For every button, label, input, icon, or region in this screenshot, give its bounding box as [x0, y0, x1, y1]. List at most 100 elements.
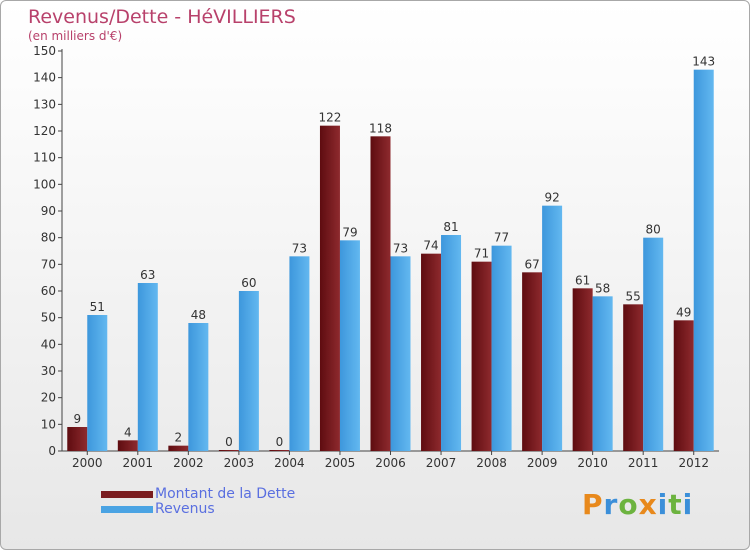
x-tick-label: 2002: [173, 456, 204, 470]
bar-dette: [269, 450, 290, 451]
data-label-dette: 118: [369, 121, 392, 135]
bar-dette: [218, 450, 239, 451]
data-label-revenus: 60: [241, 276, 256, 290]
chart-legend: Montant de la Dette Revenus: [101, 487, 295, 517]
bar-revenus: [339, 240, 360, 451]
y-tick-label: 30: [41, 364, 56, 378]
bar-dette: [623, 304, 644, 451]
bar-revenus: [289, 256, 310, 451]
legend-swatch-dette: [101, 490, 153, 498]
data-label-dette: 67: [524, 257, 539, 271]
bar-revenus: [441, 235, 462, 451]
bar-revenus: [592, 296, 613, 451]
x-tick-label: 2001: [123, 456, 154, 470]
logo-letter: x: [638, 488, 658, 521]
data-label-revenus: 81: [443, 220, 458, 234]
data-label-dette: 122: [319, 111, 342, 125]
data-label-dette: 55: [626, 289, 641, 303]
bar-dette: [522, 272, 543, 451]
data-label-revenus: 80: [646, 223, 661, 237]
bar-revenus: [643, 237, 664, 451]
bar-dette: [117, 440, 138, 451]
bar-revenus: [491, 245, 512, 451]
y-tick-label: 40: [41, 337, 56, 351]
data-label-revenus: 79: [342, 225, 357, 239]
logo-letter: i: [682, 488, 694, 521]
x-tick-label: 2009: [527, 456, 558, 470]
x-tick-label: 2008: [476, 456, 507, 470]
y-tick-label: 70: [41, 257, 56, 271]
data-label-dette: 49: [676, 305, 691, 319]
data-label-revenus: 58: [595, 281, 610, 295]
legend-item-dette: Montant de la Dette: [101, 487, 295, 502]
x-tick-label: 2007: [426, 456, 457, 470]
bar-dette: [67, 427, 88, 451]
data-label-revenus: 63: [140, 268, 155, 282]
y-tick-label: 140: [33, 71, 56, 85]
bar-revenus: [542, 205, 563, 451]
data-label-revenus: 48: [191, 308, 206, 322]
bar-dette: [370, 136, 391, 452]
y-tick-label: 100: [33, 177, 56, 191]
y-tick-label: 60: [41, 284, 56, 298]
y-tick-label: 0: [48, 444, 56, 458]
x-tick-label: 2000: [72, 456, 103, 470]
data-label-revenus: 77: [494, 231, 509, 245]
data-label-dette: 61: [575, 273, 590, 287]
logo-letter: i: [657, 488, 669, 521]
logo-letter: r: [603, 488, 619, 521]
data-label-dette: 4: [124, 425, 132, 439]
data-label-revenus: 73: [292, 241, 307, 255]
data-label-revenus: 73: [393, 241, 408, 255]
bar-dette: [471, 261, 492, 451]
logo-letter: t: [668, 488, 683, 521]
chart-title: Revenus/Dette - HéVILLIERS: [28, 6, 296, 28]
x-tick-label: 2012: [678, 456, 709, 470]
y-tick-label: 120: [33, 124, 56, 138]
y-tick-label: 80: [41, 231, 56, 245]
y-tick-label: 10: [41, 417, 56, 431]
bar-revenus: [238, 291, 259, 451]
legend-label-dette: Montant de la Dette: [155, 486, 296, 502]
bar-dette: [319, 125, 340, 452]
legend-swatch-revenus: [101, 505, 153, 513]
data-label-dette: 74: [423, 239, 438, 253]
x-tick-label: 2011: [628, 456, 659, 470]
bar-dette: [572, 288, 593, 451]
data-label-dette: 9: [73, 412, 81, 426]
bar-revenus: [390, 256, 411, 451]
data-label-revenus: 51: [90, 300, 105, 314]
y-tick-label: 90: [41, 204, 56, 218]
bar-revenus: [87, 315, 108, 451]
bar-revenus: [137, 283, 158, 451]
x-tick-label: 2010: [577, 456, 608, 470]
y-tick-label: 150: [33, 44, 56, 58]
data-label-dette: 71: [474, 247, 489, 261]
bar-dette: [168, 445, 189, 451]
data-label-dette: 2: [175, 431, 183, 445]
bar-dette: [421, 253, 442, 451]
x-tick-label: 2004: [274, 456, 305, 470]
x-tick-label: 2006: [375, 456, 406, 470]
x-tick-label: 2005: [325, 456, 356, 470]
logo-letter: P: [582, 488, 604, 521]
data-label-dette: 0: [276, 435, 284, 449]
data-label-revenus: 143: [692, 55, 715, 69]
data-label-dette: 0: [225, 435, 233, 449]
proxiti-logo: Proxiti: [582, 488, 693, 521]
y-tick-label: 130: [33, 97, 56, 111]
legend-item-revenus: Revenus: [101, 502, 295, 517]
chart-subtitle: (en milliers d'€): [28, 29, 123, 43]
y-tick-label: 20: [41, 391, 56, 405]
data-label-revenus: 92: [544, 191, 559, 205]
bar-revenus: [693, 69, 714, 452]
y-tick-label: 110: [33, 151, 56, 165]
y-tick-label: 50: [41, 311, 56, 325]
bar-dette: [673, 320, 694, 451]
legend-label-revenus: Revenus: [155, 501, 215, 517]
logo-letter: o: [618, 488, 639, 521]
x-tick-label: 2003: [224, 456, 255, 470]
bar-revenus: [188, 323, 209, 451]
